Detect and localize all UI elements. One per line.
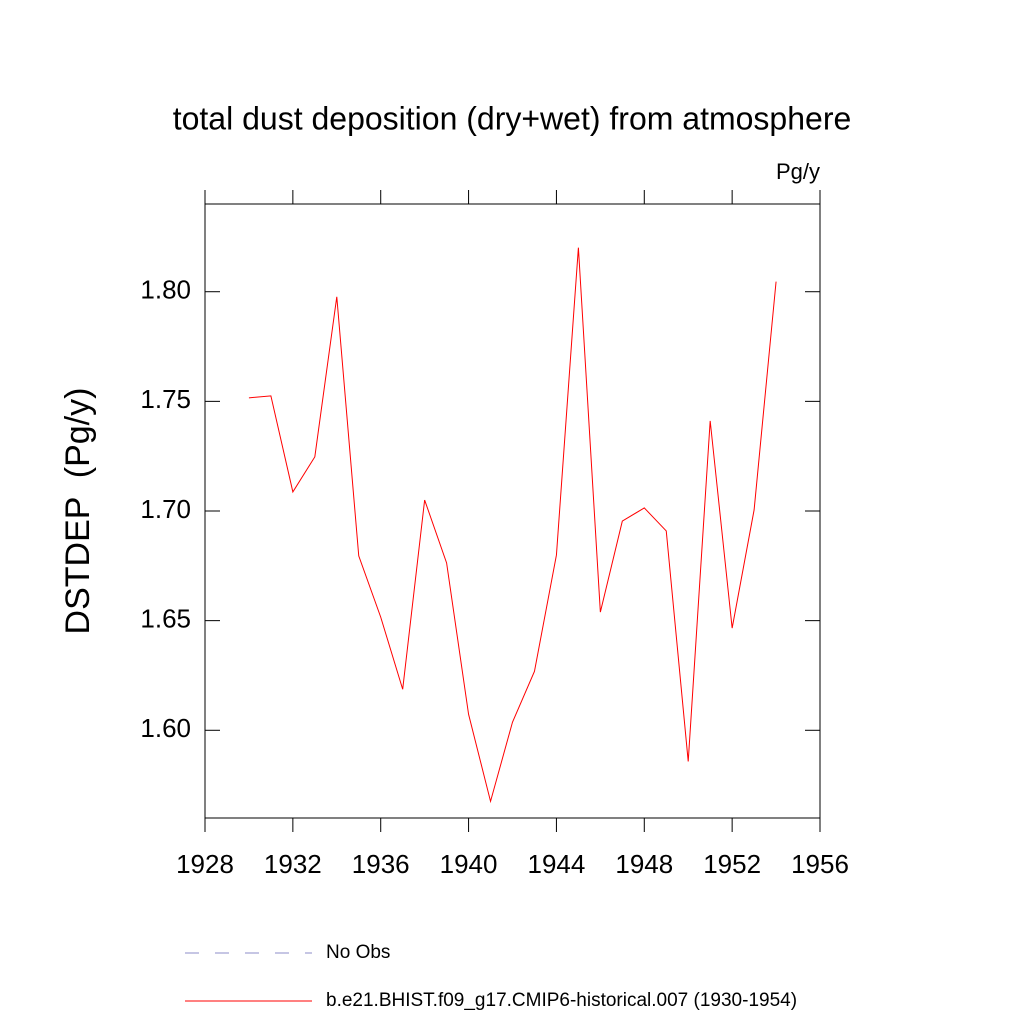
y-axis-label: DSTDEP (Pg/y) (59, 388, 97, 635)
x-tick-label: 1932 (264, 849, 322, 879)
x-tick-label: 1952 (703, 849, 761, 879)
x-tick-label: 1944 (528, 849, 586, 879)
chart-title: total dust deposition (dry+wet) from atm… (173, 100, 852, 136)
data-line (248, 247, 777, 804)
x-tick-label: 1956 (791, 849, 849, 879)
legend-label: No Obs (326, 942, 390, 963)
legend-label: b.e21.BHIST.f09_g17.CMIP6-historical.007… (326, 990, 797, 1011)
x-tick-label: 1940 (440, 849, 498, 879)
y-tick-label: 1.65 (140, 604, 191, 634)
x-tick-label: 1928 (176, 849, 234, 879)
y-tick-label: 1.80 (140, 275, 191, 305)
units-label: Pg/y (776, 159, 820, 184)
plot-frame (204, 203, 821, 819)
y-tick-label: 1.60 (140, 713, 191, 743)
y-tick-label: 1.75 (140, 384, 191, 414)
x-tick-label: 1936 (352, 849, 410, 879)
x-tick-label: 1948 (615, 849, 673, 879)
y-tick-label: 1.70 (140, 494, 191, 524)
